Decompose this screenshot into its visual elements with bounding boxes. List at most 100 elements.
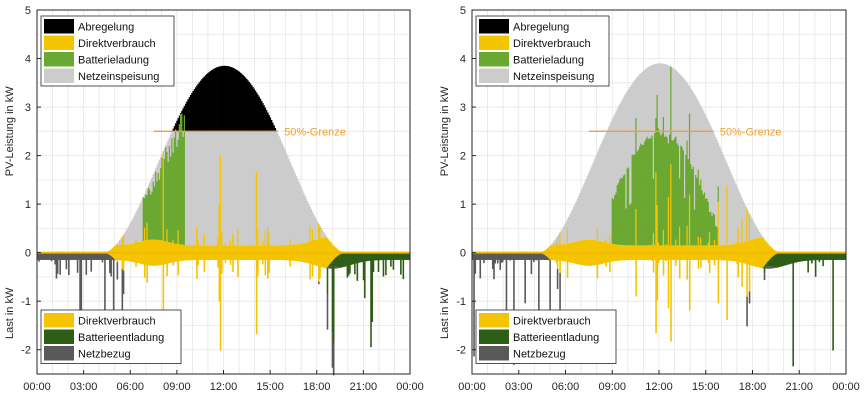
grid-feed-in-bar xyxy=(641,71,644,145)
battery-charge-bar xyxy=(656,94,659,205)
direct-use-bar xyxy=(192,245,195,253)
direct-use-load-bar xyxy=(249,252,252,260)
direct-use-bar xyxy=(640,245,642,253)
direct-use-load-bar xyxy=(313,252,315,265)
battery-discharge-bar xyxy=(833,252,836,260)
grid-feed-in-bar xyxy=(571,209,574,243)
direct-use-bar xyxy=(587,239,590,253)
direct-use-load-bar xyxy=(712,252,715,261)
grid-import-bar xyxy=(68,252,70,276)
direct-use-bar xyxy=(565,243,568,253)
direct-use-bar xyxy=(319,226,321,253)
grid-feed-in-bar xyxy=(713,134,716,215)
grid-import-bar xyxy=(40,252,43,260)
grid-import-bar xyxy=(60,252,63,260)
curtailment-bar xyxy=(225,65,228,132)
direct-use-load-bar xyxy=(155,252,157,266)
curtailment-bar xyxy=(176,120,178,132)
direct-use-load-bar xyxy=(222,252,224,260)
direct-use-bar xyxy=(702,245,705,253)
direct-use-load-bar xyxy=(281,252,284,261)
direct-use-bar xyxy=(245,245,248,253)
grid-import-bar xyxy=(521,252,524,260)
grid-feed-in-bar xyxy=(157,162,160,173)
grid-feed-in-bar xyxy=(650,65,652,139)
grid-feed-in-bar xyxy=(686,82,689,141)
grid-feed-in-bar xyxy=(652,64,655,179)
direct-use-bar xyxy=(686,225,689,253)
direct-use-bar xyxy=(553,245,555,253)
grid-feed-in-bar xyxy=(275,131,278,246)
direct-use-load-bar xyxy=(625,252,627,261)
grid-feed-in-bar xyxy=(235,131,238,246)
grid-feed-in-bar xyxy=(120,238,122,245)
direct-use-bar xyxy=(757,237,760,253)
grid-import-bar xyxy=(92,252,95,260)
battery-discharge-bar xyxy=(335,257,337,267)
direct-use-bar xyxy=(335,248,337,253)
battery-discharge-bar xyxy=(819,252,822,261)
battery-discharge-bar xyxy=(839,252,842,260)
battery-discharge-bar xyxy=(368,252,371,261)
direct-use-bar xyxy=(767,244,770,253)
grid-feed-in-bar xyxy=(636,76,639,152)
direct-use-bar xyxy=(168,242,171,253)
battery-charge-bar xyxy=(629,204,631,246)
curtailment-bar xyxy=(274,127,277,132)
legend-label: Netzeinspeisung xyxy=(513,71,594,83)
direct-use-bar xyxy=(688,194,691,253)
battery-discharge-bar xyxy=(344,252,346,267)
battery-discharge-bar xyxy=(386,252,388,261)
battery-charge-bar xyxy=(181,113,183,245)
direct-use-load-bar xyxy=(319,252,321,279)
direct-use-bar xyxy=(111,248,114,253)
battery-discharge-bar xyxy=(803,252,806,262)
direct-use-load-bar xyxy=(752,252,755,267)
curtailment-bar xyxy=(209,70,212,132)
direct-use-bar xyxy=(644,245,646,253)
grid-feed-in-bar xyxy=(727,166,730,245)
battery-charge-bar xyxy=(182,136,185,245)
battery-charge-bar xyxy=(163,159,166,242)
direct-use-bar xyxy=(707,242,710,253)
direct-use-bar xyxy=(570,242,573,253)
grid-feed-in-bar xyxy=(166,142,168,152)
grid-feed-in-bar xyxy=(255,131,258,172)
grid-feed-in-bar xyxy=(294,173,296,245)
direct-use-load-bar xyxy=(544,252,546,256)
legend-swatch xyxy=(44,19,74,34)
direct-use-load-bar xyxy=(584,252,586,266)
curtailment-bar xyxy=(186,101,188,132)
direct-use-load-bar xyxy=(558,252,560,261)
grid-feed-in-bar xyxy=(216,131,218,246)
grid-feed-in-bar xyxy=(575,201,578,242)
curtailment-bar xyxy=(243,76,245,132)
grid-import-bar xyxy=(55,252,58,279)
direct-use-load-bar xyxy=(764,252,767,265)
direct-use-load-bar xyxy=(697,252,700,269)
direct-use-load-bar xyxy=(296,252,299,262)
grid-feed-in-bar xyxy=(622,97,625,176)
direct-use-load-bar xyxy=(232,252,234,273)
direct-use-bar xyxy=(741,218,743,253)
direct-use-load-bar xyxy=(186,252,188,261)
direct-use-bar xyxy=(601,241,604,253)
grid-feed-in-bar xyxy=(293,170,295,245)
battery-discharge-bar xyxy=(385,252,387,276)
grid-feed-in-bar xyxy=(213,131,216,246)
direct-use-load-bar xyxy=(117,252,120,261)
battery-discharge-bar xyxy=(357,252,360,263)
battery-charge-bar xyxy=(150,194,152,240)
direct-use-bar xyxy=(280,245,283,253)
grid-feed-in-bar xyxy=(661,63,664,134)
direct-use-bar xyxy=(564,243,566,253)
grid-feed-in-bar xyxy=(240,131,243,246)
direct-use-bar xyxy=(545,249,548,253)
direct-use-load-bar xyxy=(311,252,314,277)
direct-use-bar xyxy=(646,245,649,253)
grid-feed-in-bar xyxy=(649,66,651,138)
direct-use-bar xyxy=(130,243,132,253)
grid-import-bar xyxy=(107,254,110,260)
direct-use-load-bar xyxy=(698,252,701,260)
direct-use-load-bar xyxy=(763,252,766,266)
